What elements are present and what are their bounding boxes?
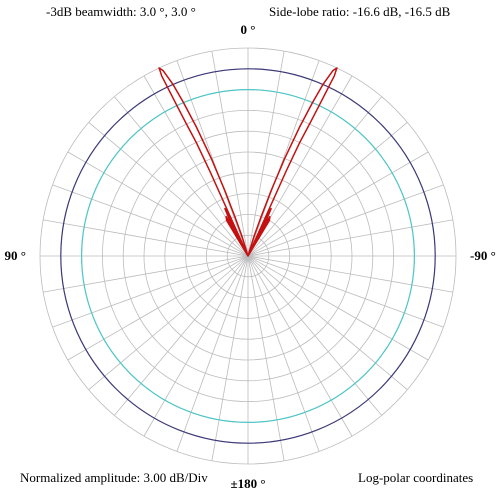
grid-spoke bbox=[52, 255, 249, 328]
angle-label: ±180 ° bbox=[230, 476, 265, 489]
amplitude-scale-label: Normalized amplitude: 3.00 dB/Div bbox=[20, 470, 208, 485]
reference-circle-inner bbox=[81, 89, 415, 423]
grid-spoke bbox=[67, 151, 249, 257]
grid-spoke bbox=[247, 255, 353, 437]
grid-spoke bbox=[43, 255, 249, 293]
sidelobe-ratio-label: Side-lobe ratio: -16.6 dB, -16.5 dB bbox=[269, 4, 451, 19]
grid-spoke bbox=[247, 255, 320, 452]
grid-spoke bbox=[211, 51, 249, 257]
grid-spoke bbox=[247, 255, 285, 461]
coordinates-label: Log-polar coordinates bbox=[358, 470, 474, 485]
grid-spoke bbox=[67, 255, 249, 361]
grid-spoke bbox=[176, 60, 249, 257]
pattern-line bbox=[158, 67, 338, 257]
angle-label: 0 ° bbox=[241, 22, 256, 37]
grid-spoke bbox=[247, 96, 383, 257]
grid-spoke bbox=[247, 255, 408, 391]
grid-spoke bbox=[43, 219, 249, 257]
angle-label: 90 ° bbox=[5, 248, 26, 263]
grid-spoke bbox=[52, 184, 249, 257]
grid-spoke bbox=[247, 151, 429, 257]
grid-spoke bbox=[247, 121, 408, 257]
reference-circles bbox=[60, 68, 436, 444]
beamwidth-label: -3dB beamwidth: 3.0 °, 3.0 ° bbox=[46, 4, 196, 19]
grid-spoke bbox=[247, 51, 285, 257]
grid-spoke bbox=[88, 121, 249, 257]
grid-spoke bbox=[247, 255, 444, 328]
grid-spoke bbox=[247, 219, 453, 257]
pattern-series bbox=[158, 67, 338, 257]
grid-spoke bbox=[247, 184, 444, 257]
grid-spoke bbox=[247, 255, 383, 416]
grid-spoke bbox=[113, 96, 249, 257]
grid-spoke bbox=[247, 255, 453, 293]
grid-spoke bbox=[143, 255, 249, 437]
grid-spoke bbox=[211, 255, 249, 461]
reference-circle-outer bbox=[60, 68, 436, 444]
grid-spoke bbox=[88, 255, 249, 391]
angle-label: -90 ° bbox=[470, 248, 496, 263]
grid-spoke bbox=[176, 255, 249, 452]
grid-spoke bbox=[247, 60, 320, 257]
angle-labels: 0 ° 90 ° -90 ° ±180 ° bbox=[5, 22, 496, 491]
grid-spoke bbox=[113, 255, 249, 416]
grid-spoke bbox=[247, 255, 429, 361]
